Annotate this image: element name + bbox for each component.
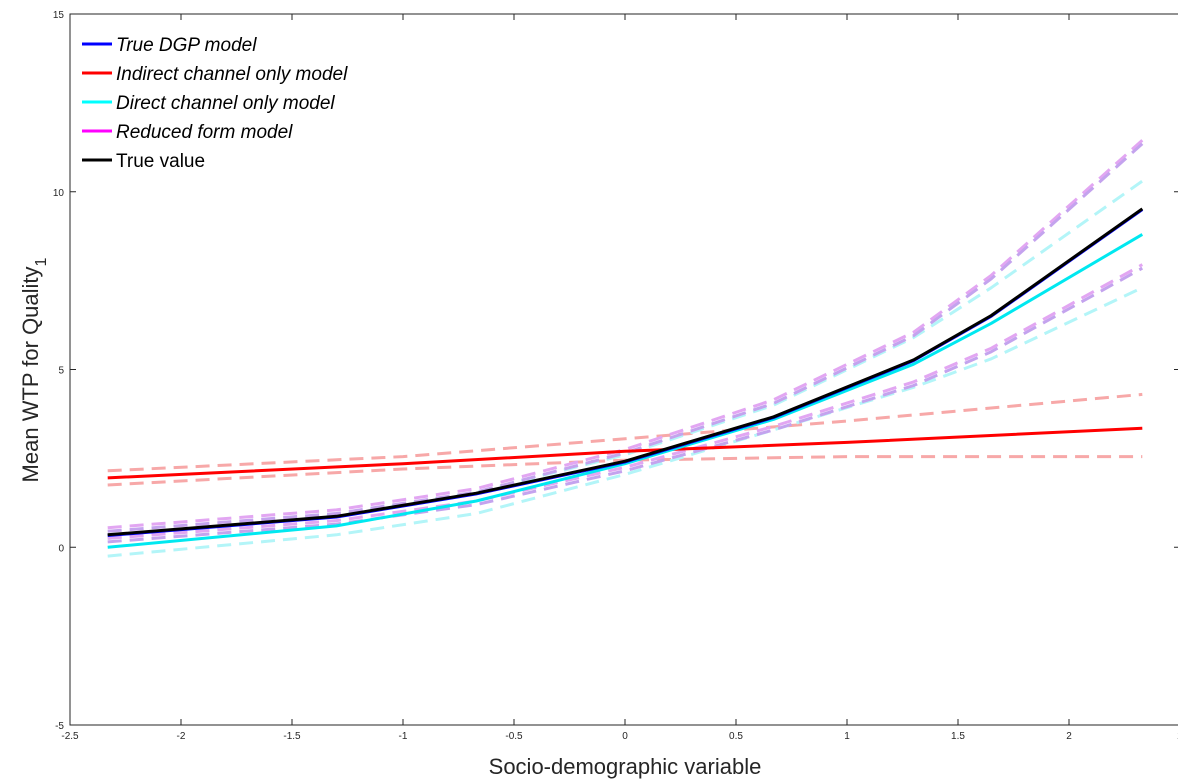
- x-tick-label: -2.5: [61, 731, 79, 742]
- legend-label: True DGP model: [116, 35, 257, 56]
- y-tick-label: 5: [58, 366, 64, 377]
- y-axis-label: Mean WTP for Quality1: [18, 257, 50, 482]
- series-line-indirect: [107, 426, 1143, 480]
- legend-label: True value: [116, 151, 205, 172]
- x-tick-label: 1.5: [951, 731, 965, 742]
- x-tick-label: 0: [622, 731, 628, 742]
- series-line-reduced_upper_a: [107, 139, 1144, 530]
- series-line-true_value: [107, 207, 1144, 537]
- y-tick-label: -5: [55, 721, 64, 732]
- series-line-reduced_upper_b: [107, 142, 1144, 533]
- series-line-true_dgp: [107, 208, 1144, 537]
- x-tick-label: -1: [399, 731, 408, 742]
- legend-label: Reduced form model: [116, 122, 293, 143]
- plot-area: [69, 13, 1178, 726]
- y-axis: -5 0 5 10 15: [53, 10, 1178, 732]
- legend-label: Indirect channel only model: [116, 64, 348, 85]
- y-axis-label-subscript: 1: [33, 257, 50, 266]
- axes-box: [69, 13, 1178, 726]
- x-tick-label: 1: [844, 731, 850, 742]
- y-axis-label-text: Mean WTP for Quality: [18, 266, 43, 482]
- x-tick-label: 0.5: [729, 731, 743, 742]
- y-tick-label: 0: [58, 543, 64, 554]
- y-tick-label: 10: [53, 188, 65, 199]
- legend-label: Direct channel only model: [116, 93, 335, 114]
- x-tick-label: -1.5: [283, 731, 301, 742]
- x-tick-label: -2: [177, 731, 186, 742]
- x-axis-label: Socio-demographic variable: [489, 754, 762, 779]
- series-line-reduced_lower_b: [107, 266, 1144, 544]
- x-axis: -2.5-2-1.5-1-0.500.511.522: [61, 14, 1178, 742]
- series-layer: [107, 139, 1144, 558]
- series-line-direct_lower: [107, 286, 1143, 558]
- y-tick-label: 15: [53, 10, 65, 21]
- series-line-direct: [107, 233, 1144, 549]
- series-line-reduced_lower_a: [107, 263, 1144, 540]
- series-line-indirect_upper: [107, 392, 1143, 473]
- legend: True DGP model Indirect channel only mode…: [82, 35, 348, 172]
- x-tick-label: -0.5: [505, 731, 523, 742]
- x-tick-label: 2: [1066, 731, 1072, 742]
